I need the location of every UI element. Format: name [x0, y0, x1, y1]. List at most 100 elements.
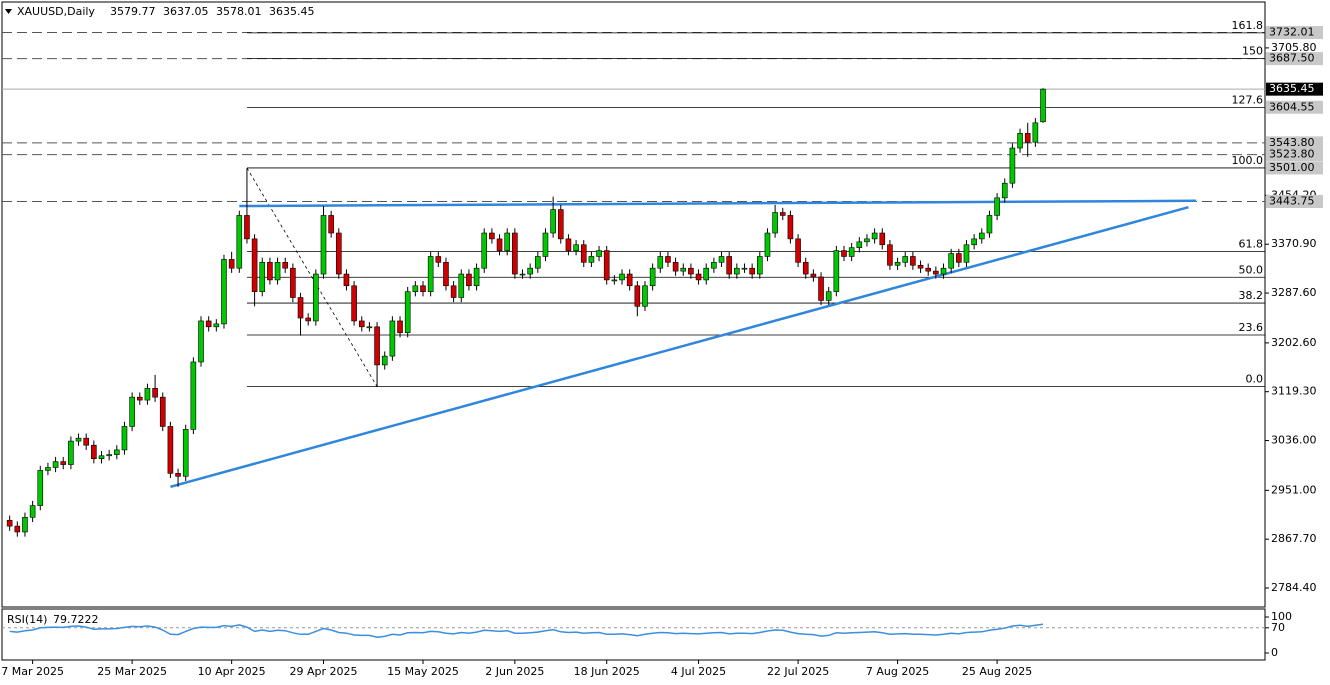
candle-body: [749, 267, 755, 275]
candle-body: [527, 267, 533, 275]
candle-body: [917, 264, 924, 269]
candle-body: [412, 285, 419, 292]
rsi-tick-label: 0: [1271, 646, 1278, 659]
candle-body: [251, 238, 258, 292]
candle-body: [940, 267, 947, 275]
candle-body: [557, 209, 564, 240]
candle-body: [420, 285, 426, 292]
price-level-box: [1266, 26, 1323, 40]
candle-body: [129, 396, 135, 427]
y-tick-label: 3036.00: [1271, 434, 1317, 447]
candle-body: [695, 273, 702, 281]
price-level-box: [1266, 100, 1323, 114]
candle-body: [397, 320, 403, 333]
candle-body: [688, 267, 694, 275]
candle-body: [381, 355, 388, 366]
y-tick-label: 2951.00: [1271, 483, 1317, 496]
candle-body: [244, 215, 250, 240]
candle-body: [466, 273, 472, 287]
candle-body: [374, 326, 380, 366]
candle-body: [841, 250, 847, 257]
y-tick-label: 2784.40: [1271, 581, 1317, 594]
candle-body: [504, 232, 511, 251]
candle-body: [573, 244, 579, 251]
candle-body: [121, 426, 128, 451]
candle-body: [994, 197, 1000, 216]
symbol-title: XAUUSD,Daily: [17, 5, 95, 18]
candle-body: [1040, 88, 1046, 123]
candle-body: [1017, 133, 1023, 149]
candle-body: [603, 250, 610, 281]
collapse-icon[interactable]: [5, 9, 12, 14]
candle-body: [634, 285, 641, 307]
candle-body: [864, 238, 870, 243]
candle-body: [290, 267, 296, 298]
candle-body: [902, 256, 909, 263]
candle-body: [328, 215, 334, 234]
candle-body: [389, 320, 396, 357]
ohlc-high: 3637.05: [163, 5, 209, 18]
fib-level-label: 23.6: [1239, 321, 1264, 334]
x-tick-label: 4 Jul 2025: [671, 665, 726, 678]
candle-body: [14, 525, 21, 533]
candle-body: [60, 461, 67, 465]
candle-body: [611, 279, 618, 282]
fib-swing-line: [246, 167, 378, 387]
candle-body: [443, 262, 449, 287]
candle-body: [37, 470, 44, 506]
ohlc-low: 3578.01: [216, 5, 262, 18]
current-price-box: [1266, 82, 1323, 96]
fib-level-label: 50.0: [1239, 263, 1264, 276]
candle-body: [542, 232, 549, 257]
candle-body: [190, 361, 197, 430]
price-level-box: [1266, 161, 1323, 175]
candle-body: [320, 215, 327, 275]
rsi-tick-label: 70: [1271, 621, 1285, 634]
candle-body: [657, 256, 664, 269]
candle-body: [343, 273, 350, 287]
candle-body: [182, 429, 189, 477]
candle-body: [978, 232, 985, 240]
rsi-title: RSI(14): [7, 613, 47, 626]
candle-body: [159, 396, 166, 427]
fib-level-label: 161.8: [1232, 19, 1264, 32]
candle-body: [772, 212, 778, 234]
candle-body: [236, 215, 243, 269]
x-tick-label: 10 Apr 2025: [198, 665, 266, 678]
candle-body: [1032, 122, 1039, 143]
x-tick-label: 29 Apr 2025: [289, 665, 357, 678]
candle-body: [856, 241, 863, 248]
candle-body: [535, 256, 541, 269]
price-level-box: [1266, 136, 1323, 150]
price-level-label: 3523.80: [1269, 148, 1315, 161]
candle-body: [596, 250, 602, 257]
candle-body: [948, 253, 954, 269]
fib-level-label: 150: [1242, 45, 1263, 58]
candle-body: [427, 256, 434, 292]
x-tick-label: 15 May 2025: [387, 665, 459, 678]
candle-body: [642, 285, 648, 307]
candle-body: [787, 215, 794, 240]
candle-body: [305, 317, 311, 322]
candle-body: [450, 285, 457, 298]
fib-level-label: 61.8: [1239, 237, 1264, 250]
candle-body: [1024, 133, 1031, 143]
candle-body: [756, 256, 763, 275]
candle-body: [810, 273, 817, 278]
rsi-tick-label: 100: [1271, 610, 1292, 623]
candle-body: [496, 238, 503, 251]
candle-body: [550, 209, 556, 234]
candle-body: [764, 232, 771, 257]
candle-body: [205, 320, 212, 328]
candle-body: [144, 388, 151, 401]
candle-body: [75, 437, 82, 442]
main-panel-frame: [1, 1, 1266, 608]
candle-body: [779, 212, 786, 216]
candle-body: [565, 238, 572, 251]
candle-body: [887, 244, 893, 266]
current-price-label: 3635.45: [1269, 82, 1315, 95]
candle-body: [267, 262, 273, 281]
y-tick-label: 3370.90: [1271, 237, 1317, 250]
candle-body: [6, 519, 13, 527]
